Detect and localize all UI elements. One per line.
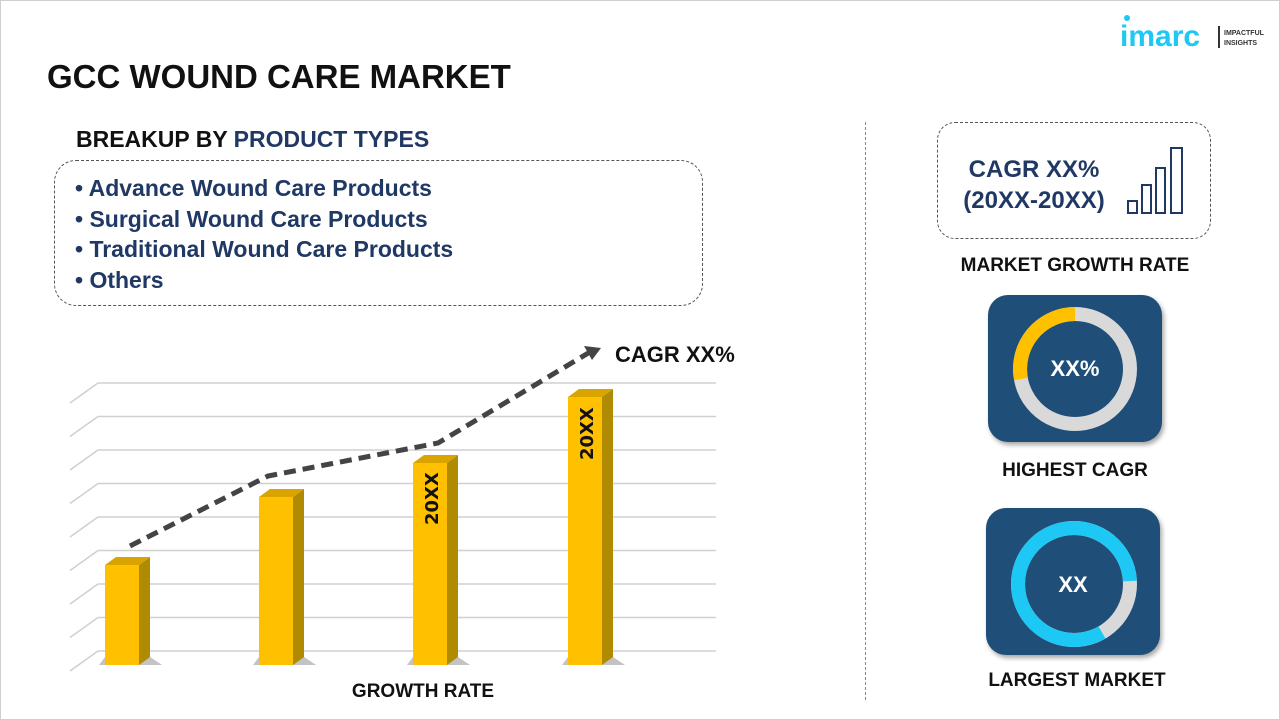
bar (105, 565, 139, 665)
largest-market-value: XX (1058, 572, 1088, 597)
grid-line (69, 382, 99, 404)
svg-text:INSIGHTS: INSIGHTS (1224, 40, 1257, 47)
bar-top (568, 389, 613, 397)
bar-top (413, 455, 458, 463)
growth-chart: 20XX 20XX (69, 346, 716, 672)
svg-text:imarc: imarc (1120, 20, 1200, 52)
highest-cagr-label: HIGHEST CAGR (1002, 460, 1148, 481)
bar-side (139, 557, 150, 665)
highest-cagr-card: XX% (988, 295, 1162, 442)
growth-rate-text: CAGR XX% (20XX-20XX) (952, 154, 1116, 216)
bar (413, 463, 447, 665)
list-item: • Advance Wound Care Products (75, 175, 432, 201)
largest-market-card: XX (986, 508, 1160, 655)
bar-side (293, 489, 304, 665)
page-title: GCC WOUND CARE MARKET (47, 58, 511, 95)
bar-label: 20XX (577, 407, 598, 460)
bar (259, 497, 293, 665)
divider (865, 122, 866, 700)
list-item: • Traditional Wound Care Products (75, 236, 454, 262)
grid-line (69, 549, 99, 572)
bar-side (602, 389, 613, 665)
grid-line (69, 650, 99, 672)
list-item: • Surgical Wound Care Products (75, 205, 428, 232)
grid-line (69, 516, 99, 538)
market-growth-rate-label: MARKET GROWTH RATE (960, 255, 1190, 276)
bar (568, 397, 602, 665)
bar-top (105, 557, 150, 565)
breakup-heading: BREAKUP BY PRODUCT TYPES (76, 126, 429, 153)
growth-period: (20XX-20XX) (963, 187, 1105, 214)
growth-cagr: CAGR XX% (968, 156, 1100, 183)
x-axis-label: GROWTH RATE (351, 681, 495, 702)
grid-line (69, 616, 99, 639)
product-types-list: • Advance Wound Care Products • Surgical… (54, 160, 703, 306)
chart-bars (99, 389, 625, 665)
trend-cagr-label: CAGR XX% (615, 342, 735, 367)
highest-cagr-value: XX% (1050, 356, 1100, 381)
breakup-prefix: BREAKUP BY (76, 126, 234, 152)
grid-line (69, 415, 99, 438)
donut-segment (1013, 307, 1076, 381)
largest-market-label: LARGEST MARKET (988, 670, 1166, 691)
trend-arrowhead (584, 346, 601, 360)
bar-side (447, 455, 458, 665)
growth-rate-box (937, 122, 1211, 239)
breakup-highlight: PRODUCT TYPES (233, 126, 430, 152)
grid-line (69, 583, 99, 605)
svg-text:IMPACTFUL: IMPACTFUL (1224, 30, 1265, 37)
bar-growth-icon (1127, 147, 1183, 214)
grid-line (69, 449, 99, 471)
donut-segment (1011, 521, 1137, 647)
trend-line (128, 349, 592, 549)
bar-label: 20XX (422, 472, 443, 525)
list-item: • Others (75, 266, 164, 293)
grid-line (69, 482, 99, 505)
bar-top (259, 489, 304, 497)
imarc-logo: imarc IMPACTFUL INSIGHTS (1120, 12, 1270, 53)
